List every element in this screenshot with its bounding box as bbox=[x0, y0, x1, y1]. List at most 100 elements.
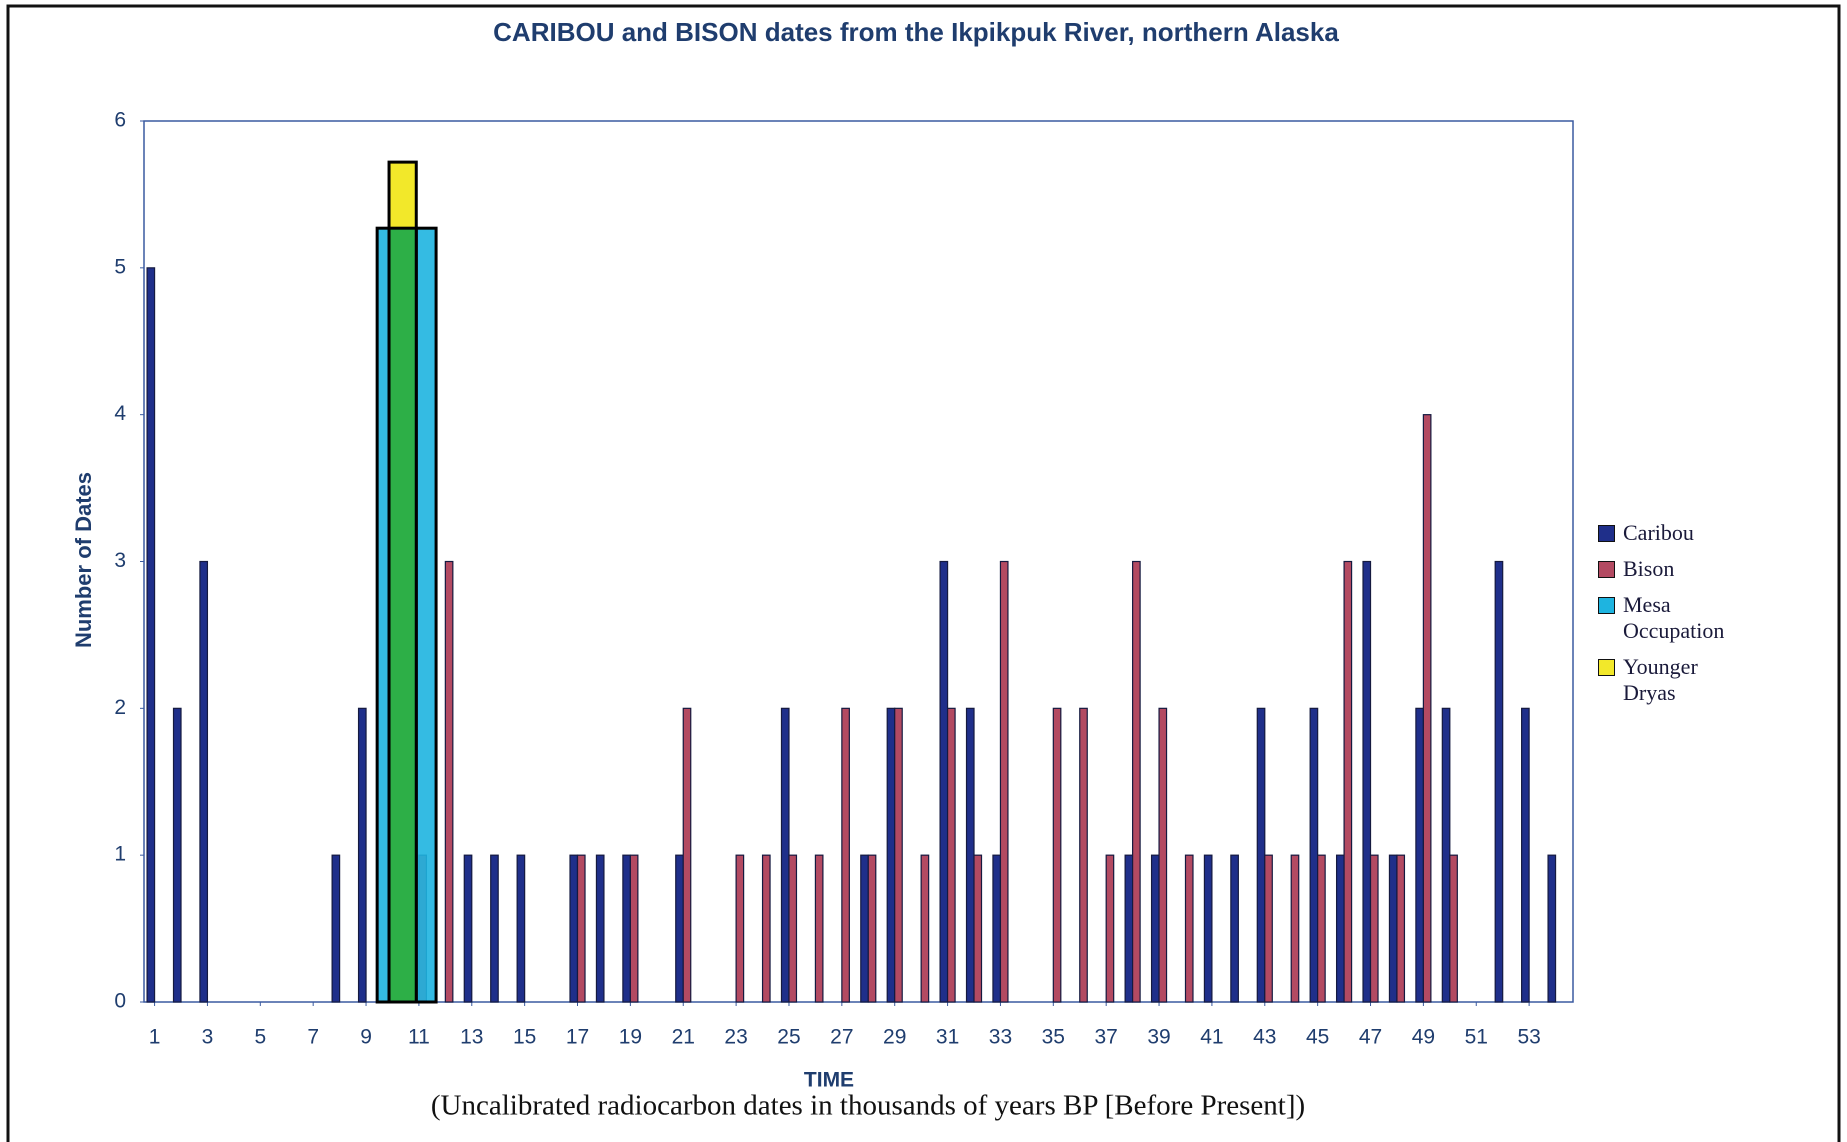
bar bbox=[841, 707, 850, 1003]
y-tick-label: 4 bbox=[114, 402, 126, 425]
bar bbox=[886, 707, 896, 1003]
x-tick-label: 31 bbox=[936, 1026, 959, 1049]
y-tick-label: 5 bbox=[114, 255, 126, 278]
bar bbox=[735, 854, 745, 1003]
bar bbox=[939, 560, 949, 1003]
bar bbox=[894, 707, 903, 1003]
x-tick-label: 23 bbox=[724, 1026, 747, 1049]
bar bbox=[1422, 414, 1432, 1003]
bar bbox=[814, 854, 824, 1003]
x-axis-sublabel: (Uncalibrated radiocarbon dates in thous… bbox=[431, 1090, 1305, 1122]
y-tick-label: 0 bbox=[114, 990, 126, 1013]
x-tick-label: 19 bbox=[619, 1026, 642, 1049]
bar bbox=[357, 707, 367, 1003]
legend-item: Mesa Occupation bbox=[1598, 592, 1808, 644]
x-tick-label: 27 bbox=[830, 1026, 853, 1049]
legend-item: Caribou bbox=[1598, 520, 1808, 546]
bar bbox=[444, 560, 454, 1003]
band-overlap bbox=[387, 226, 418, 1004]
legend-label: Younger Dryas bbox=[1623, 654, 1698, 705]
y-tick-label: 2 bbox=[114, 696, 126, 719]
y-tick-label: 1 bbox=[114, 843, 126, 866]
bar bbox=[1124, 854, 1134, 1003]
bar bbox=[331, 854, 341, 1003]
bar bbox=[576, 854, 586, 1003]
x-tick-label: 29 bbox=[883, 1026, 906, 1049]
bar bbox=[788, 854, 798, 1003]
bar bbox=[946, 707, 956, 1003]
x-tick-label: 43 bbox=[1253, 1026, 1276, 1049]
bar bbox=[1203, 854, 1213, 1003]
x-tick-label: 17 bbox=[566, 1026, 589, 1049]
frame bbox=[6, 4, 1841, 1142]
legend-item: Bison bbox=[1598, 556, 1808, 582]
bar bbox=[920, 854, 930, 1003]
x-tick-label: 3 bbox=[202, 1026, 214, 1049]
x-tick-label: 11 bbox=[408, 1026, 430, 1049]
bar bbox=[516, 854, 526, 1003]
bar bbox=[1343, 560, 1353, 1003]
bar bbox=[622, 854, 631, 1003]
bar bbox=[1290, 854, 1300, 1003]
bar bbox=[761, 854, 771, 1003]
bar bbox=[569, 854, 579, 1003]
bar bbox=[867, 854, 877, 1003]
x-tick-label: 15 bbox=[513, 1026, 536, 1049]
bar bbox=[1415, 707, 1424, 1003]
bar bbox=[1494, 560, 1504, 1003]
x-tick-label: 37 bbox=[1095, 1026, 1118, 1049]
bar bbox=[629, 854, 639, 1003]
bar bbox=[860, 854, 869, 1003]
bar bbox=[1335, 854, 1345, 1003]
legend-label: Caribou bbox=[1623, 520, 1694, 545]
bar bbox=[1317, 854, 1326, 1003]
bar bbox=[999, 560, 1009, 1003]
bar bbox=[463, 854, 473, 1003]
legend-label: Bison bbox=[1623, 556, 1675, 581]
x-tick-label: 51 bbox=[1465, 1026, 1488, 1049]
x-tick-label: 33 bbox=[989, 1026, 1012, 1049]
x-tick-label: 47 bbox=[1359, 1026, 1382, 1049]
bar bbox=[490, 854, 499, 1003]
legend-swatch bbox=[1598, 597, 1615, 614]
bar bbox=[1079, 707, 1088, 1003]
legend-label: Mesa Occupation bbox=[1623, 592, 1725, 643]
bar bbox=[1150, 854, 1160, 1003]
legend-swatch bbox=[1598, 525, 1615, 542]
bar bbox=[1158, 707, 1168, 1003]
bar bbox=[965, 707, 975, 1003]
x-tick-label: 5 bbox=[254, 1026, 266, 1049]
x-tick-label: 35 bbox=[1042, 1026, 1065, 1049]
bar bbox=[682, 707, 692, 1003]
bar bbox=[1521, 707, 1530, 1003]
x-tick-label: 45 bbox=[1306, 1026, 1329, 1049]
x-axis-label: TIME bbox=[804, 1069, 854, 1092]
x-tick-label: 41 bbox=[1200, 1026, 1223, 1049]
y-tick-label: 3 bbox=[114, 549, 126, 572]
x-tick-label: 9 bbox=[360, 1026, 372, 1049]
bar bbox=[199, 560, 209, 1003]
x-tick-label: 53 bbox=[1517, 1026, 1540, 1049]
bar bbox=[1441, 707, 1451, 1003]
x-tick-label: 1 bbox=[149, 1026, 161, 1049]
bar bbox=[1388, 854, 1398, 1003]
bar bbox=[1132, 560, 1141, 1003]
bar bbox=[1309, 707, 1319, 1003]
legend: Caribou Bison Mesa Occupation Younger Dryas bbox=[1598, 520, 1808, 716]
x-tick-label: 7 bbox=[307, 1026, 319, 1049]
bar bbox=[1105, 854, 1115, 1003]
bar bbox=[1230, 854, 1239, 1003]
bar bbox=[1184, 854, 1194, 1003]
bar bbox=[1547, 854, 1557, 1003]
bar bbox=[992, 854, 1002, 1003]
y-tick-label: 6 bbox=[114, 109, 126, 132]
bar bbox=[973, 854, 983, 1003]
legend-swatch bbox=[1598, 561, 1615, 578]
bar bbox=[1396, 854, 1406, 1003]
bar bbox=[595, 854, 605, 1003]
bar bbox=[1052, 707, 1062, 1003]
bar bbox=[1449, 854, 1458, 1003]
x-tick-label: 49 bbox=[1412, 1026, 1435, 1049]
